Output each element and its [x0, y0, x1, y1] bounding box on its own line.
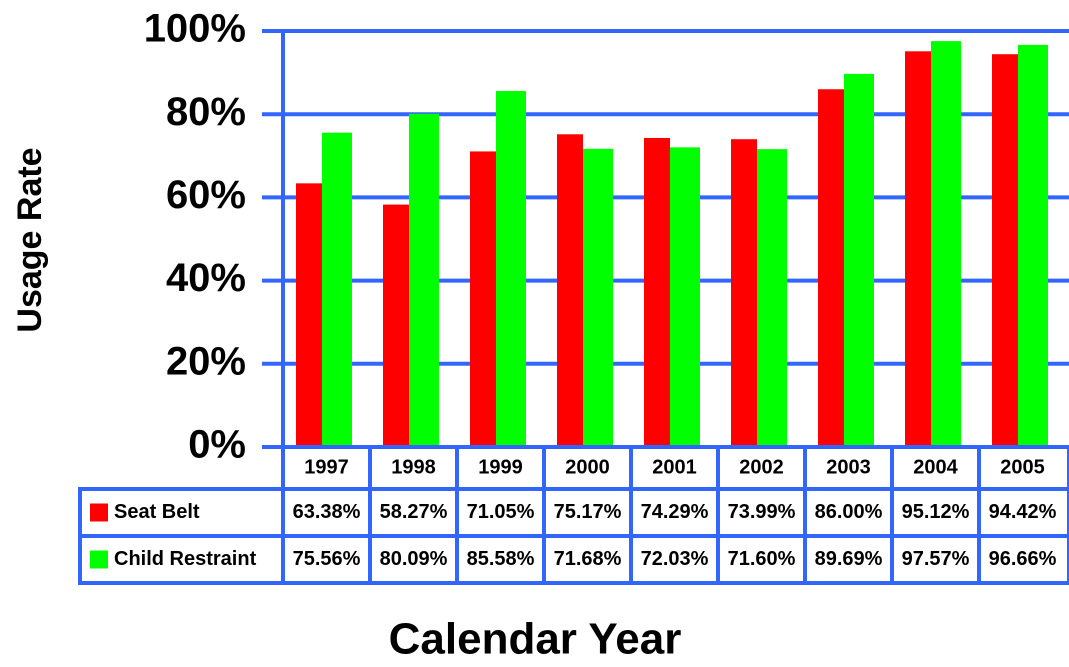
- value-label: 74.29%: [641, 501, 709, 523]
- value-label: 72.03%: [641, 548, 709, 570]
- y-tick-label: 80%: [166, 90, 246, 134]
- value-label: 97.57%: [902, 548, 970, 570]
- bar: [905, 51, 931, 447]
- value-label: 71.60%: [728, 548, 796, 570]
- value-label: 85.58%: [467, 548, 535, 570]
- x-tick-label: 2004: [913, 456, 958, 478]
- x-tick-label: 2005: [1000, 456, 1045, 478]
- bar: [844, 73, 874, 448]
- bar: [731, 139, 757, 447]
- value-label: 95.12%: [902, 501, 970, 523]
- x-axis-label: Calendar Year: [389, 615, 682, 664]
- value-label: 63.38%: [293, 501, 361, 523]
- x-tick-label: 2000: [565, 456, 610, 478]
- value-label: 71.05%: [467, 501, 535, 523]
- bar: [322, 132, 352, 447]
- legend-label: Seat Belt: [114, 501, 200, 523]
- bar: [496, 90, 526, 448]
- value-label: 86.00%: [815, 501, 883, 523]
- value-label: 75.56%: [293, 548, 361, 570]
- legend-swatch: [90, 550, 108, 569]
- bar: [557, 134, 583, 448]
- y-tick-label: 100%: [144, 7, 246, 51]
- y-axis-label: Usage Rate: [11, 147, 49, 332]
- y-tick-label: 40%: [166, 256, 246, 300]
- value-label: 89.69%: [815, 548, 883, 570]
- bar: [383, 204, 409, 447]
- bar: [409, 113, 439, 448]
- value-label: 73.99%: [728, 501, 796, 523]
- bar: [757, 149, 787, 448]
- bar: [470, 151, 496, 447]
- x-tick-label: 2002: [739, 456, 784, 478]
- bar: [818, 89, 844, 448]
- y-tick-label: 0%: [188, 423, 246, 467]
- x-tick-label: 1998: [391, 456, 436, 478]
- bar: [670, 147, 700, 447]
- value-label: 96.66%: [989, 548, 1057, 570]
- bar: [931, 41, 961, 448]
- bar: [296, 183, 322, 447]
- y-tick-label: 60%: [166, 173, 246, 217]
- bar: [992, 54, 1018, 447]
- value-label: 94.42%: [989, 501, 1057, 523]
- x-tick-label: 2001: [652, 456, 697, 478]
- legend-label: Child Restraint: [114, 548, 257, 570]
- bar: [1018, 44, 1048, 447]
- value-label: 75.17%: [554, 501, 622, 523]
- legend-swatch: [90, 503, 108, 522]
- bar: [644, 137, 670, 447]
- x-tick-label: 2003: [826, 456, 871, 478]
- value-label: 80.09%: [380, 548, 448, 570]
- y-tick-label: 20%: [166, 339, 246, 383]
- x-tick-label: 1997: [304, 456, 349, 478]
- value-label: 58.27%: [380, 501, 448, 523]
- bar: [583, 148, 613, 447]
- value-label: 71.68%: [554, 548, 622, 570]
- x-tick-label: 1999: [478, 456, 523, 478]
